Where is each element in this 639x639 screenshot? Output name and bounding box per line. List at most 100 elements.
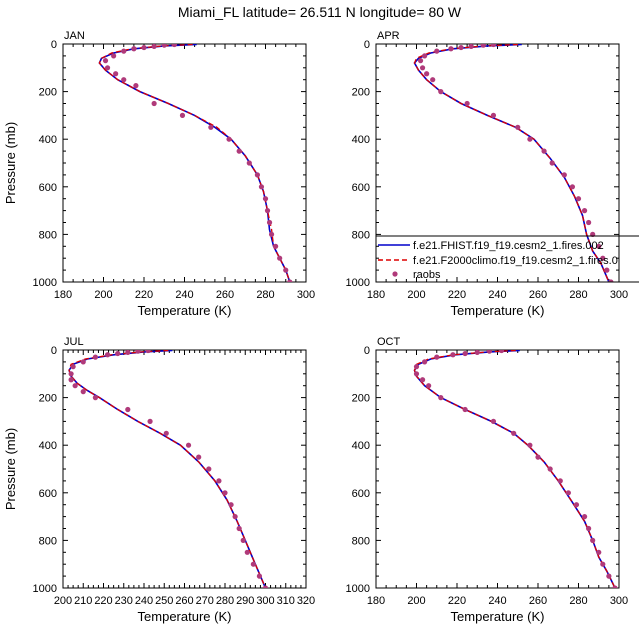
panel-label: JUL: [64, 336, 84, 348]
raobs-point: [179, 112, 186, 118]
raobs-point: [422, 53, 428, 59]
x-axis-title: Temperature (K): [451, 609, 545, 624]
raobs-point: [104, 65, 111, 71]
raobs-point: [422, 359, 428, 365]
raobs-point: [273, 243, 279, 249]
raobs-point: [102, 58, 109, 64]
raobs-point: [236, 525, 242, 532]
raobs-point: [185, 442, 192, 448]
x-tick-label: 180: [54, 289, 72, 301]
x-tick-label: 250: [155, 595, 173, 607]
panel-oct: 180 200 220 240 260 280 300 0 200 400 600 800 1000 OC…: [346, 336, 629, 624]
x-axis-title: Temperature (K): [451, 303, 545, 318]
raobs-point: [283, 267, 289, 273]
raobs-point: [480, 44, 486, 48]
raobs-point: [586, 219, 592, 226]
x-tick-label: 220: [135, 289, 153, 301]
raobs-point: [527, 442, 533, 448]
raobs-point: [151, 44, 157, 49]
raobs-point: [612, 585, 618, 588]
raobs-point: [413, 364, 420, 370]
raobs-point: [535, 454, 541, 460]
plot-area: [98, 44, 293, 282]
raobs-point: [232, 514, 238, 520]
panel-label: JAN: [64, 30, 85, 42]
x-tick-label: 290: [236, 595, 254, 607]
legend-marker-raobs: [392, 271, 398, 277]
y-tick-label: 600: [352, 182, 370, 194]
raobs-point: [228, 502, 234, 508]
y-tick-label: 800: [39, 535, 57, 547]
raobs-point: [171, 44, 177, 48]
raobs-point: [490, 418, 497, 424]
plot-area: [413, 350, 618, 588]
raobs-point: [244, 549, 250, 555]
raobs-point: [600, 561, 606, 567]
raobs-point: [462, 406, 468, 413]
y-tick-label: 400: [352, 134, 370, 146]
raobs-point: [596, 549, 602, 555]
y-tick-label: 600: [39, 182, 57, 194]
y-tick-label: 800: [352, 229, 370, 241]
raobs-point: [547, 466, 553, 472]
raobs-point: [527, 136, 533, 142]
y-axis-title: Pressure (mb): [3, 122, 18, 204]
raobs-point: [486, 350, 492, 354]
raobs-point: [115, 350, 121, 357]
y-tick-label: 200: [352, 87, 370, 99]
raobs-point: [262, 196, 269, 202]
raobs-point: [608, 279, 614, 282]
raobs-point: [419, 65, 426, 71]
y-tick-label: 1000: [346, 277, 370, 289]
raobs-point: [438, 89, 444, 95]
raobs-point: [161, 44, 167, 48]
x-tick-label: 240: [488, 289, 506, 301]
legend-entry-label: raobs: [413, 269, 441, 281]
y-tick-label: 800: [39, 229, 57, 241]
y-tick-label: 1000: [33, 583, 57, 595]
x-tick-label: 260: [216, 289, 234, 301]
raobs-point: [125, 406, 131, 413]
raobs-point: [462, 350, 468, 357]
raobs-point: [121, 77, 127, 83]
x-tick-label: 180: [367, 595, 385, 607]
y-tick-label: 200: [352, 393, 370, 405]
f2000climo-line: [68, 350, 267, 588]
raobs-point: [92, 395, 98, 401]
raobs-point: [573, 502, 580, 508]
x-tick-label: 240: [175, 289, 193, 301]
y-tick-label: 0: [364, 345, 370, 357]
panel-jan: 180 200 220 240 260 280 300 0 200 400 600 800 1000 JA…: [3, 30, 315, 318]
raobs-point: [424, 71, 430, 77]
f2000climo-line: [98, 44, 291, 282]
y-tick-label: 200: [39, 393, 57, 405]
raobs-point: [80, 389, 86, 395]
raobs-point: [250, 561, 256, 567]
y-tick-label: 1000: [33, 277, 57, 289]
raobs-point: [468, 44, 474, 49]
raobs-point: [549, 160, 555, 166]
x-tick-label: 270: [196, 595, 214, 607]
raobs-point: [268, 231, 275, 237]
y-axis-title: Pressure (mb): [3, 428, 18, 510]
raobs-point: [135, 350, 141, 354]
legend-entry-label: f.e21.FHIST.f19_f19.cesm2_1.fires.002: [413, 240, 604, 252]
x-tick-label: 260: [529, 289, 547, 301]
raobs-point: [277, 255, 283, 261]
x-tick-label: 310: [277, 595, 295, 607]
raobs-point: [111, 53, 117, 59]
plot-frame: [375, 349, 620, 589]
x-tick-label: 200: [94, 289, 112, 301]
raobs-point: [604, 267, 610, 273]
raobs-point: [557, 478, 563, 484]
legend-entry-label: f.e21.F2000climo.f19_f19.cesm2_1.fires.0: [413, 255, 618, 267]
raobs-point: [141, 44, 147, 51]
f2000climo-line: [413, 44, 610, 282]
x-tick-label: 320: [297, 595, 315, 607]
raobs-point: [434, 354, 440, 360]
y-tick-label: 1000: [346, 583, 370, 595]
panel-label: OCT: [377, 336, 401, 348]
y-tick-label: 0: [364, 39, 370, 51]
x-tick-label: 210: [74, 595, 92, 607]
